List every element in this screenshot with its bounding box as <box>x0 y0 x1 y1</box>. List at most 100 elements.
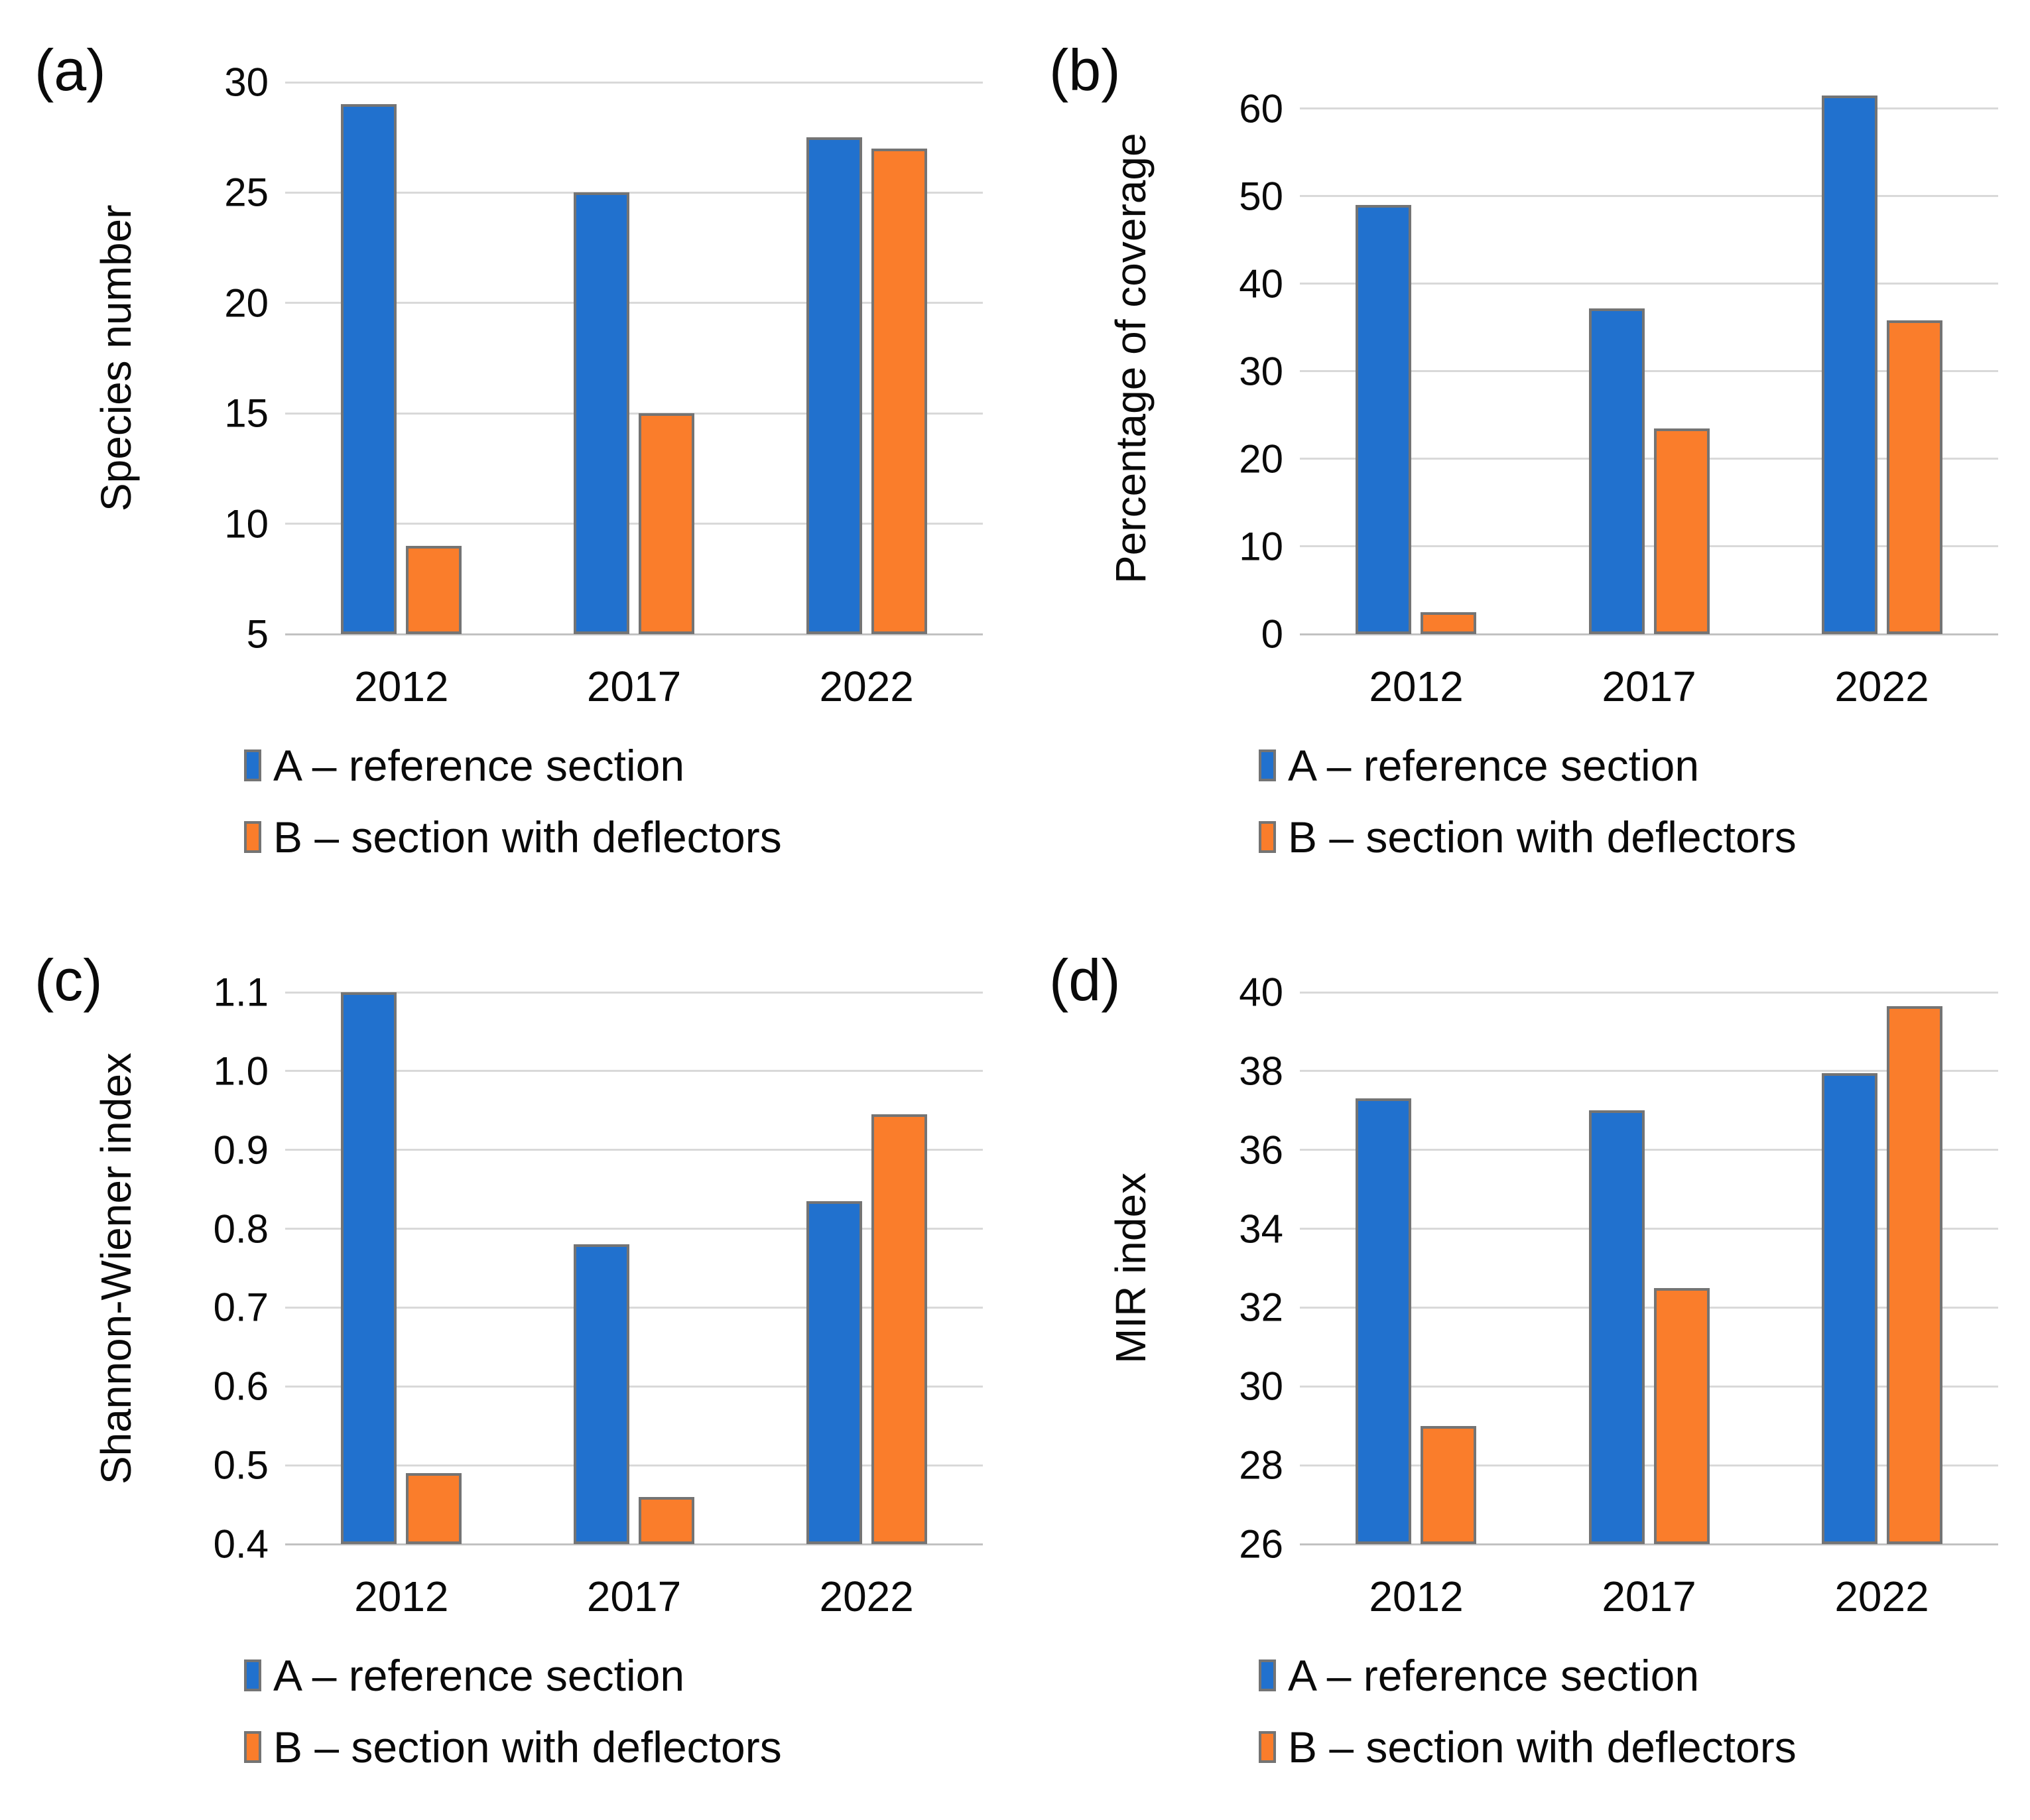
legend-label: B – section with deflectors <box>273 812 782 862</box>
legend-swatch-b <box>244 1731 261 1763</box>
y-axis-title: Percentage of coverage <box>1107 133 1155 584</box>
y-axis-ticks: 26 28 30 32 34 36 38 40 <box>1157 970 1283 1567</box>
y-tick-label: 26 <box>1239 1522 1283 1567</box>
bar-series-b-2022 <box>871 148 927 634</box>
bar-series-a-2012 <box>1356 204 1412 634</box>
gridline <box>285 1543 983 1545</box>
bar-series-a-2022 <box>1821 95 1877 634</box>
x-axis-labels: 2012 2017 2022 <box>1300 1572 1998 1625</box>
gridline <box>285 302 983 304</box>
bar-series-a-2017 <box>574 192 629 634</box>
y-tick-label: 32 <box>1239 1285 1283 1330</box>
y-tick-label: 34 <box>1239 1206 1283 1252</box>
legend-item-a: A – reference section <box>1259 740 1797 791</box>
gridline <box>285 1464 983 1466</box>
bar-series-a-2012 <box>341 104 397 634</box>
y-axis-ticks: 5 10 15 20 25 30 <box>143 60 269 657</box>
y-tick-label: 15 <box>224 391 269 436</box>
y-tick-label: 0.6 <box>213 1364 269 1409</box>
gridline <box>285 633 983 635</box>
bar-series-b-2017 <box>1653 428 1710 634</box>
panel-label: (b) <box>1049 37 1121 103</box>
gridline <box>1300 545 1998 548</box>
y-tick-label: 60 <box>1239 86 1283 131</box>
plot-area <box>1300 82 1998 635</box>
y-axis-title: Species number <box>92 204 140 512</box>
y-axis-title: MIR index <box>1107 1172 1155 1364</box>
gridline <box>285 1149 983 1151</box>
gridline <box>285 991 983 994</box>
gridline <box>1300 1385 1998 1388</box>
panel-b: (b) Percentage of coverage 0 10 20 30 40 50 60… <box>1015 0 2030 910</box>
y-tick-label: 30 <box>1239 1364 1283 1409</box>
panel-label: (c) <box>34 947 103 1013</box>
gridline <box>1300 283 1998 285</box>
gridline <box>285 1306 983 1309</box>
plot-area <box>1300 991 1998 1545</box>
y-tick-label: 30 <box>224 60 269 105</box>
bar-series-b-2017 <box>639 1496 694 1544</box>
y-tick-label: 20 <box>1239 436 1283 482</box>
legend-item-b: B – section with deflectors <box>244 812 782 862</box>
gridline <box>1300 1149 1998 1151</box>
legend: A – reference section B – section with de… <box>244 740 782 862</box>
y-tick-label: 36 <box>1239 1128 1283 1173</box>
legend-label: A – reference section <box>273 741 685 790</box>
legend-item-a: A – reference section <box>1259 1650 1797 1701</box>
legend: A – reference section B – section with de… <box>1259 740 1797 862</box>
gridline <box>1300 633 1998 635</box>
y-axis-ticks: 0.4 0.5 0.6 0.7 0.8 0.9 1.0 1.1 <box>143 970 269 1567</box>
y-tick-label: 25 <box>224 170 269 215</box>
bar-series-a-2012 <box>1356 1098 1412 1544</box>
x-axis-labels: 2012 2017 2022 <box>285 1572 983 1625</box>
gridline <box>1300 991 1998 994</box>
gridline <box>1300 370 1998 373</box>
x-tick-label: 2012 <box>354 663 449 710</box>
y-tick-label: 0.9 <box>213 1128 269 1173</box>
x-tick-label: 2022 <box>819 1573 914 1620</box>
legend-item-b: B – section with deflectors <box>1259 812 1797 862</box>
legend-swatch-a <box>244 749 261 781</box>
bar-series-b-2012 <box>1421 1425 1477 1544</box>
legend: A – reference section B – section with de… <box>244 1650 782 1772</box>
gridline <box>1300 107 1998 110</box>
x-tick-label: 2012 <box>1369 663 1464 710</box>
y-axis-ticks: 0 10 20 30 40 50 60 <box>1157 82 1283 656</box>
y-axis-title: Shannon-Wiener index <box>92 1052 140 1484</box>
bar-series-a-2017 <box>1588 1110 1645 1544</box>
gridline <box>1300 1543 1998 1545</box>
legend-item-a: A – reference section <box>244 740 782 791</box>
bar-series-a-2012 <box>341 992 397 1544</box>
gridline <box>1300 1070 1998 1072</box>
gridline <box>1300 1306 1998 1309</box>
x-tick-label: 2012 <box>1369 1573 1464 1620</box>
legend-swatch-a <box>1259 749 1276 781</box>
bar-series-a-2022 <box>806 1201 862 1544</box>
gridline <box>1300 1228 1998 1230</box>
legend-item-b: B – section with deflectors <box>1259 1722 1797 1772</box>
x-tick-label: 2012 <box>354 1573 449 1620</box>
bar-series-a-2017 <box>574 1244 629 1544</box>
bar-series-b-2022 <box>871 1114 927 1544</box>
y-tick-label: 0.4 <box>213 1522 269 1567</box>
bar-series-a-2017 <box>1588 308 1645 634</box>
gridline <box>285 191 983 194</box>
x-tick-label: 2017 <box>586 1573 682 1620</box>
x-axis-labels: 2012 2017 2022 <box>1300 662 1998 715</box>
gridline <box>285 1385 983 1388</box>
x-tick-label: 2022 <box>1834 663 1929 710</box>
y-tick-label: 40 <box>1239 261 1283 306</box>
y-tick-label: 1.0 <box>213 1049 269 1094</box>
legend-swatch-b <box>1259 1731 1276 1763</box>
legend-label: B – section with deflectors <box>1288 1722 1797 1772</box>
legend-item-b: B – section with deflectors <box>244 1722 782 1772</box>
y-tick-label: 10 <box>224 501 269 547</box>
y-tick-label: 50 <box>1239 174 1283 219</box>
legend-swatch-b <box>244 821 261 853</box>
y-tick-label: 40 <box>1239 970 1283 1015</box>
bar-series-b-2022 <box>1886 1006 1942 1544</box>
bar-series-b-2017 <box>1653 1287 1710 1544</box>
y-tick-label: 0.7 <box>213 1285 269 1330</box>
y-tick-label: 0.8 <box>213 1206 269 1252</box>
gridline <box>1300 1464 1998 1466</box>
